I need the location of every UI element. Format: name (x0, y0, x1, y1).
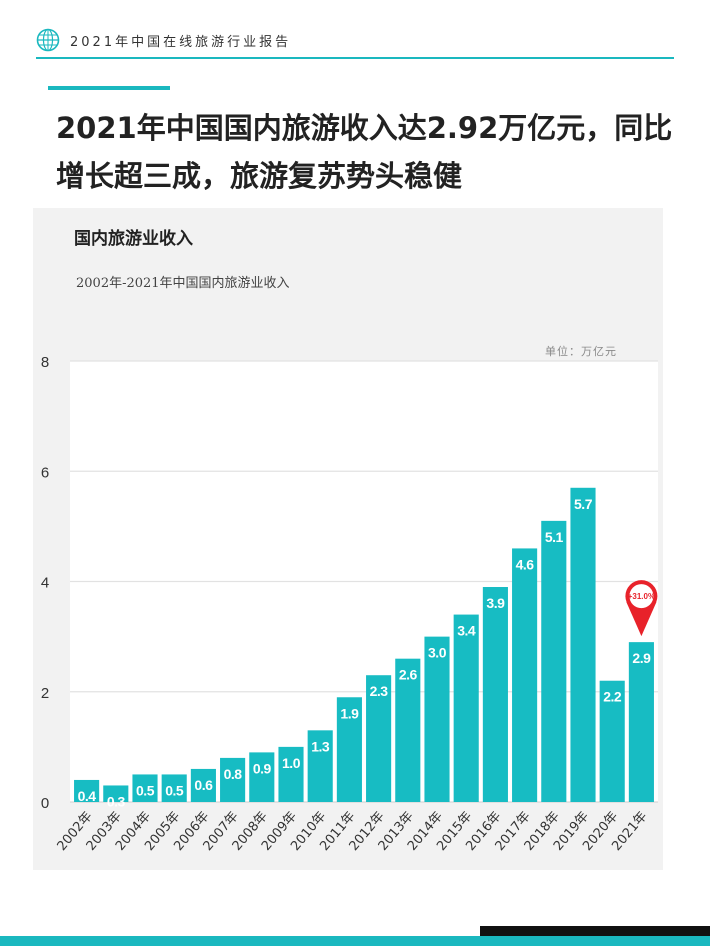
bar (278, 746, 304, 802)
bar-value-label: 2.6 (399, 667, 418, 683)
bar-value-label: 0.8 (224, 766, 243, 782)
chart-subtitle: 2002年-2021年中国国内旅游业收入 (76, 276, 290, 291)
bar (570, 487, 596, 802)
chart-title: 国内旅游业收入 (74, 229, 193, 249)
bar (453, 614, 479, 802)
chart-unit-label: 单位：万亿元 (545, 345, 617, 358)
bar (249, 752, 275, 802)
bar-value-label: 0.3 (107, 793, 126, 809)
bar (395, 658, 421, 802)
bar (512, 548, 538, 802)
footer-accent-teal (0, 936, 710, 946)
bar-value-label: 2.3 (370, 683, 389, 699)
bar (74, 779, 100, 802)
bar-value-label: 5.7 (574, 496, 593, 512)
bar (161, 774, 187, 802)
bar (628, 642, 654, 802)
bar (190, 768, 216, 802)
report-title: 2021年中国在线旅游行业报告 (70, 34, 292, 50)
bar (336, 697, 362, 802)
footer-accent-black (480, 926, 710, 936)
bar-value-label: 3.9 (486, 595, 505, 611)
growth-callout-label: +31.0% (628, 592, 655, 601)
y-tick-label: 8 (41, 354, 49, 371)
bar (424, 636, 450, 802)
bar-value-label: 3.4 (457, 623, 476, 639)
bar (599, 680, 625, 802)
bar-value-label: 0.5 (136, 782, 155, 798)
bar (307, 730, 333, 802)
bar-value-label: 3.0 (428, 645, 447, 661)
bar-value-label: 0.9 (253, 760, 272, 776)
report-header: 2021年中国在线旅游行业报告 (36, 26, 291, 54)
bar (103, 785, 129, 802)
accent-bar (48, 86, 170, 90)
y-tick-label: 0 (41, 795, 49, 812)
bar-value-label: 0.5 (165, 782, 184, 798)
bar (366, 675, 392, 802)
bar-value-label: 5.1 (545, 529, 564, 545)
bar-value-label: 1.9 (340, 705, 359, 721)
header-divider (36, 57, 674, 59)
bar (132, 774, 158, 802)
bar-value-label: 0.6 (194, 777, 213, 793)
globe-icon (36, 28, 60, 52)
bar-value-label: 2.2 (603, 689, 622, 705)
callout-pin-tail (626, 602, 657, 637)
bar (541, 520, 567, 802)
bar-value-label: 1.3 (311, 738, 330, 754)
y-tick-label: 4 (41, 575, 49, 592)
bar (482, 587, 508, 802)
bar-value-label: 4.6 (516, 556, 535, 572)
bar (220, 757, 246, 802)
bar-value-label: 0.4 (78, 788, 97, 804)
page-headline: 2021年中国国内旅游收入达2.92万亿元，同比增长超三成，旅游复苏势头稳健 (56, 111, 673, 193)
y-tick-label: 2 (41, 685, 49, 702)
y-tick-label: 6 (41, 464, 49, 481)
bar-value-label: 2.9 (632, 650, 651, 666)
bar-value-label: 1.0 (282, 755, 301, 771)
callout-pin-inner (629, 584, 654, 609)
